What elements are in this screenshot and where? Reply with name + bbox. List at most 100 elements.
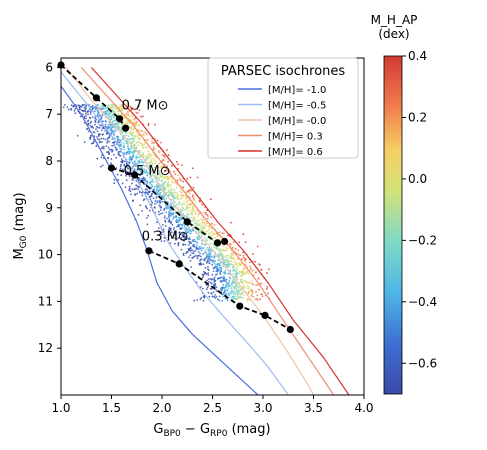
scatter-point [197, 247, 200, 250]
scatter-point [137, 105, 140, 107]
scatter-point [106, 132, 108, 135]
scatter-point [106, 141, 108, 144]
scatter-point [123, 145, 125, 148]
y-tick-label: 6 [45, 60, 53, 74]
scatter-point [205, 249, 207, 251]
mass-track-label: 0.7 M⊙ [122, 99, 169, 114]
scatter-point [226, 247, 229, 250]
scatter-point [203, 257, 206, 260]
scatter-point [153, 230, 156, 233]
scatter-point [162, 228, 165, 231]
scatter-point [155, 197, 158, 199]
scatter-point [237, 286, 240, 289]
scatter-point [219, 277, 222, 279]
scatter-point [198, 199, 201, 202]
scatter-point [213, 262, 216, 265]
scatter-point [236, 269, 238, 272]
scatter-point [181, 164, 183, 167]
scatter-point [249, 261, 251, 264]
scatter-point [242, 254, 245, 257]
scatter-point [76, 134, 79, 137]
scatter-point [205, 273, 208, 275]
y-tick-label: 9 [45, 201, 53, 215]
scatter-point [212, 239, 215, 242]
scatter-point [137, 185, 140, 188]
scatter-point [222, 271, 225, 274]
scatter-point [102, 145, 105, 148]
scatter-point [128, 151, 131, 154]
scatter-point [125, 140, 128, 143]
scatter-point [197, 213, 200, 216]
scatter-point [241, 278, 244, 281]
scatter-point [179, 208, 182, 211]
scatter-point [196, 299, 199, 301]
scatter-point [233, 269, 236, 272]
scatter-point [88, 116, 91, 119]
scatter-point [182, 238, 185, 241]
scatter-point [152, 197, 155, 200]
colorbar-tick-label: −0.2 [408, 233, 437, 247]
scatter-point [131, 158, 133, 161]
scatter-point [138, 156, 141, 159]
scatter-point [146, 174, 149, 177]
scatter-point [163, 175, 166, 178]
scatter-point [99, 114, 101, 116]
scatter-point [254, 260, 256, 263]
scatter-point [170, 203, 173, 206]
scatter-point [235, 266, 238, 269]
scatter-point [174, 216, 177, 219]
scatter-point [170, 231, 173, 234]
scatter-point [230, 252, 233, 255]
scatter-point [145, 217, 148, 219]
scatter-point [145, 146, 148, 149]
scatter-point [120, 129, 123, 132]
scatter-point [217, 277, 220, 280]
scatter-point [111, 144, 113, 147]
scatter-point [231, 257, 234, 260]
legend-title: PARSEC isochrones [221, 64, 346, 79]
scatter-point [122, 168, 124, 171]
scatter-point [81, 104, 84, 106]
scatter-point [208, 295, 211, 298]
scatter-point [156, 221, 158, 224]
scatter-point [109, 104, 112, 106]
scatter-point [220, 268, 223, 270]
scatter-point [259, 263, 261, 266]
scatter-point [183, 224, 186, 227]
scatter-point [145, 165, 148, 168]
scatter-point [208, 262, 210, 264]
scatter-point [140, 115, 142, 118]
scatter-point [225, 293, 228, 296]
scatter-point [150, 160, 152, 163]
scatter-point [188, 192, 191, 195]
scatter-point [100, 165, 102, 168]
scatter-point [203, 222, 206, 225]
scatter-point [120, 158, 123, 160]
scatter-point [77, 104, 80, 107]
scatter-point [241, 258, 244, 260]
scatter-point [151, 161, 154, 164]
mass-track-point [183, 218, 191, 226]
scatter-point [191, 252, 194, 254]
scatter-point [193, 244, 196, 247]
scatter-point [114, 107, 117, 110]
scatter-point [128, 105, 131, 108]
scatter-point [134, 160, 137, 163]
scatter-point [187, 231, 189, 234]
scatter-point [185, 207, 188, 209]
scatter-point [186, 228, 189, 231]
scatter-point [235, 261, 237, 264]
scatter-point [229, 263, 232, 266]
scatter-point [135, 157, 138, 160]
scatter-point [207, 272, 210, 274]
scatter-point [99, 107, 102, 109]
scatter-point [166, 183, 169, 185]
scatter-point [222, 275, 225, 277]
scatter-point [132, 131, 135, 134]
scatter-point [105, 120, 107, 123]
scatter-point [165, 180, 168, 183]
scatter-point [256, 299, 259, 302]
scatter-point [213, 285, 216, 288]
scatter-point [96, 130, 99, 133]
